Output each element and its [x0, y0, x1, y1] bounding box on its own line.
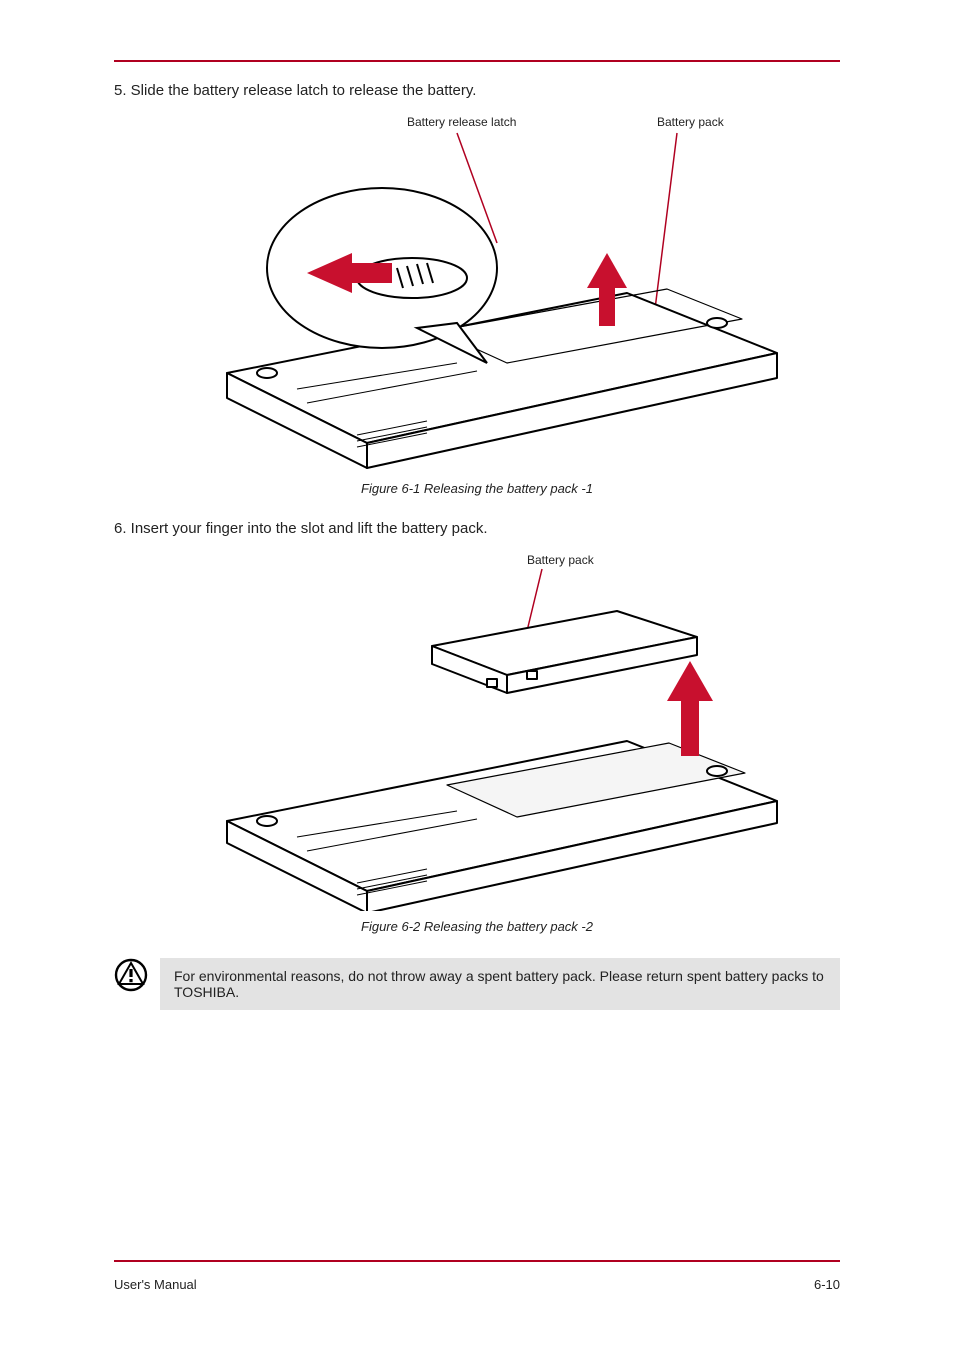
- top-rule: [114, 60, 840, 62]
- caution-text: For environmental reasons, do not throw …: [160, 958, 840, 1010]
- fig5-label-pack: Battery pack: [657, 115, 724, 129]
- fig6-label-pack: Battery pack: [527, 553, 594, 567]
- footer-page-number: 6-10: [814, 1277, 840, 1292]
- footer-left: User's Manual: [114, 1277, 197, 1292]
- figure-6-2-caption: Figure 6-2 Releasing the battery pack -2: [114, 919, 840, 934]
- bottom-rule: [114, 1260, 840, 1262]
- figure-6-1-caption: Figure 6-1 Releasing the battery pack -1: [114, 481, 840, 496]
- figure-6-1: [114, 113, 840, 473]
- step-6-text: 6. Insert your finger into the slot and …: [114, 520, 840, 537]
- figure-6-2: [114, 551, 840, 911]
- fig5-label-latch: Battery release latch: [407, 115, 516, 129]
- caution-icon: [114, 958, 148, 992]
- step-5-text: 5. Slide the battery release latch to re…: [114, 82, 840, 99]
